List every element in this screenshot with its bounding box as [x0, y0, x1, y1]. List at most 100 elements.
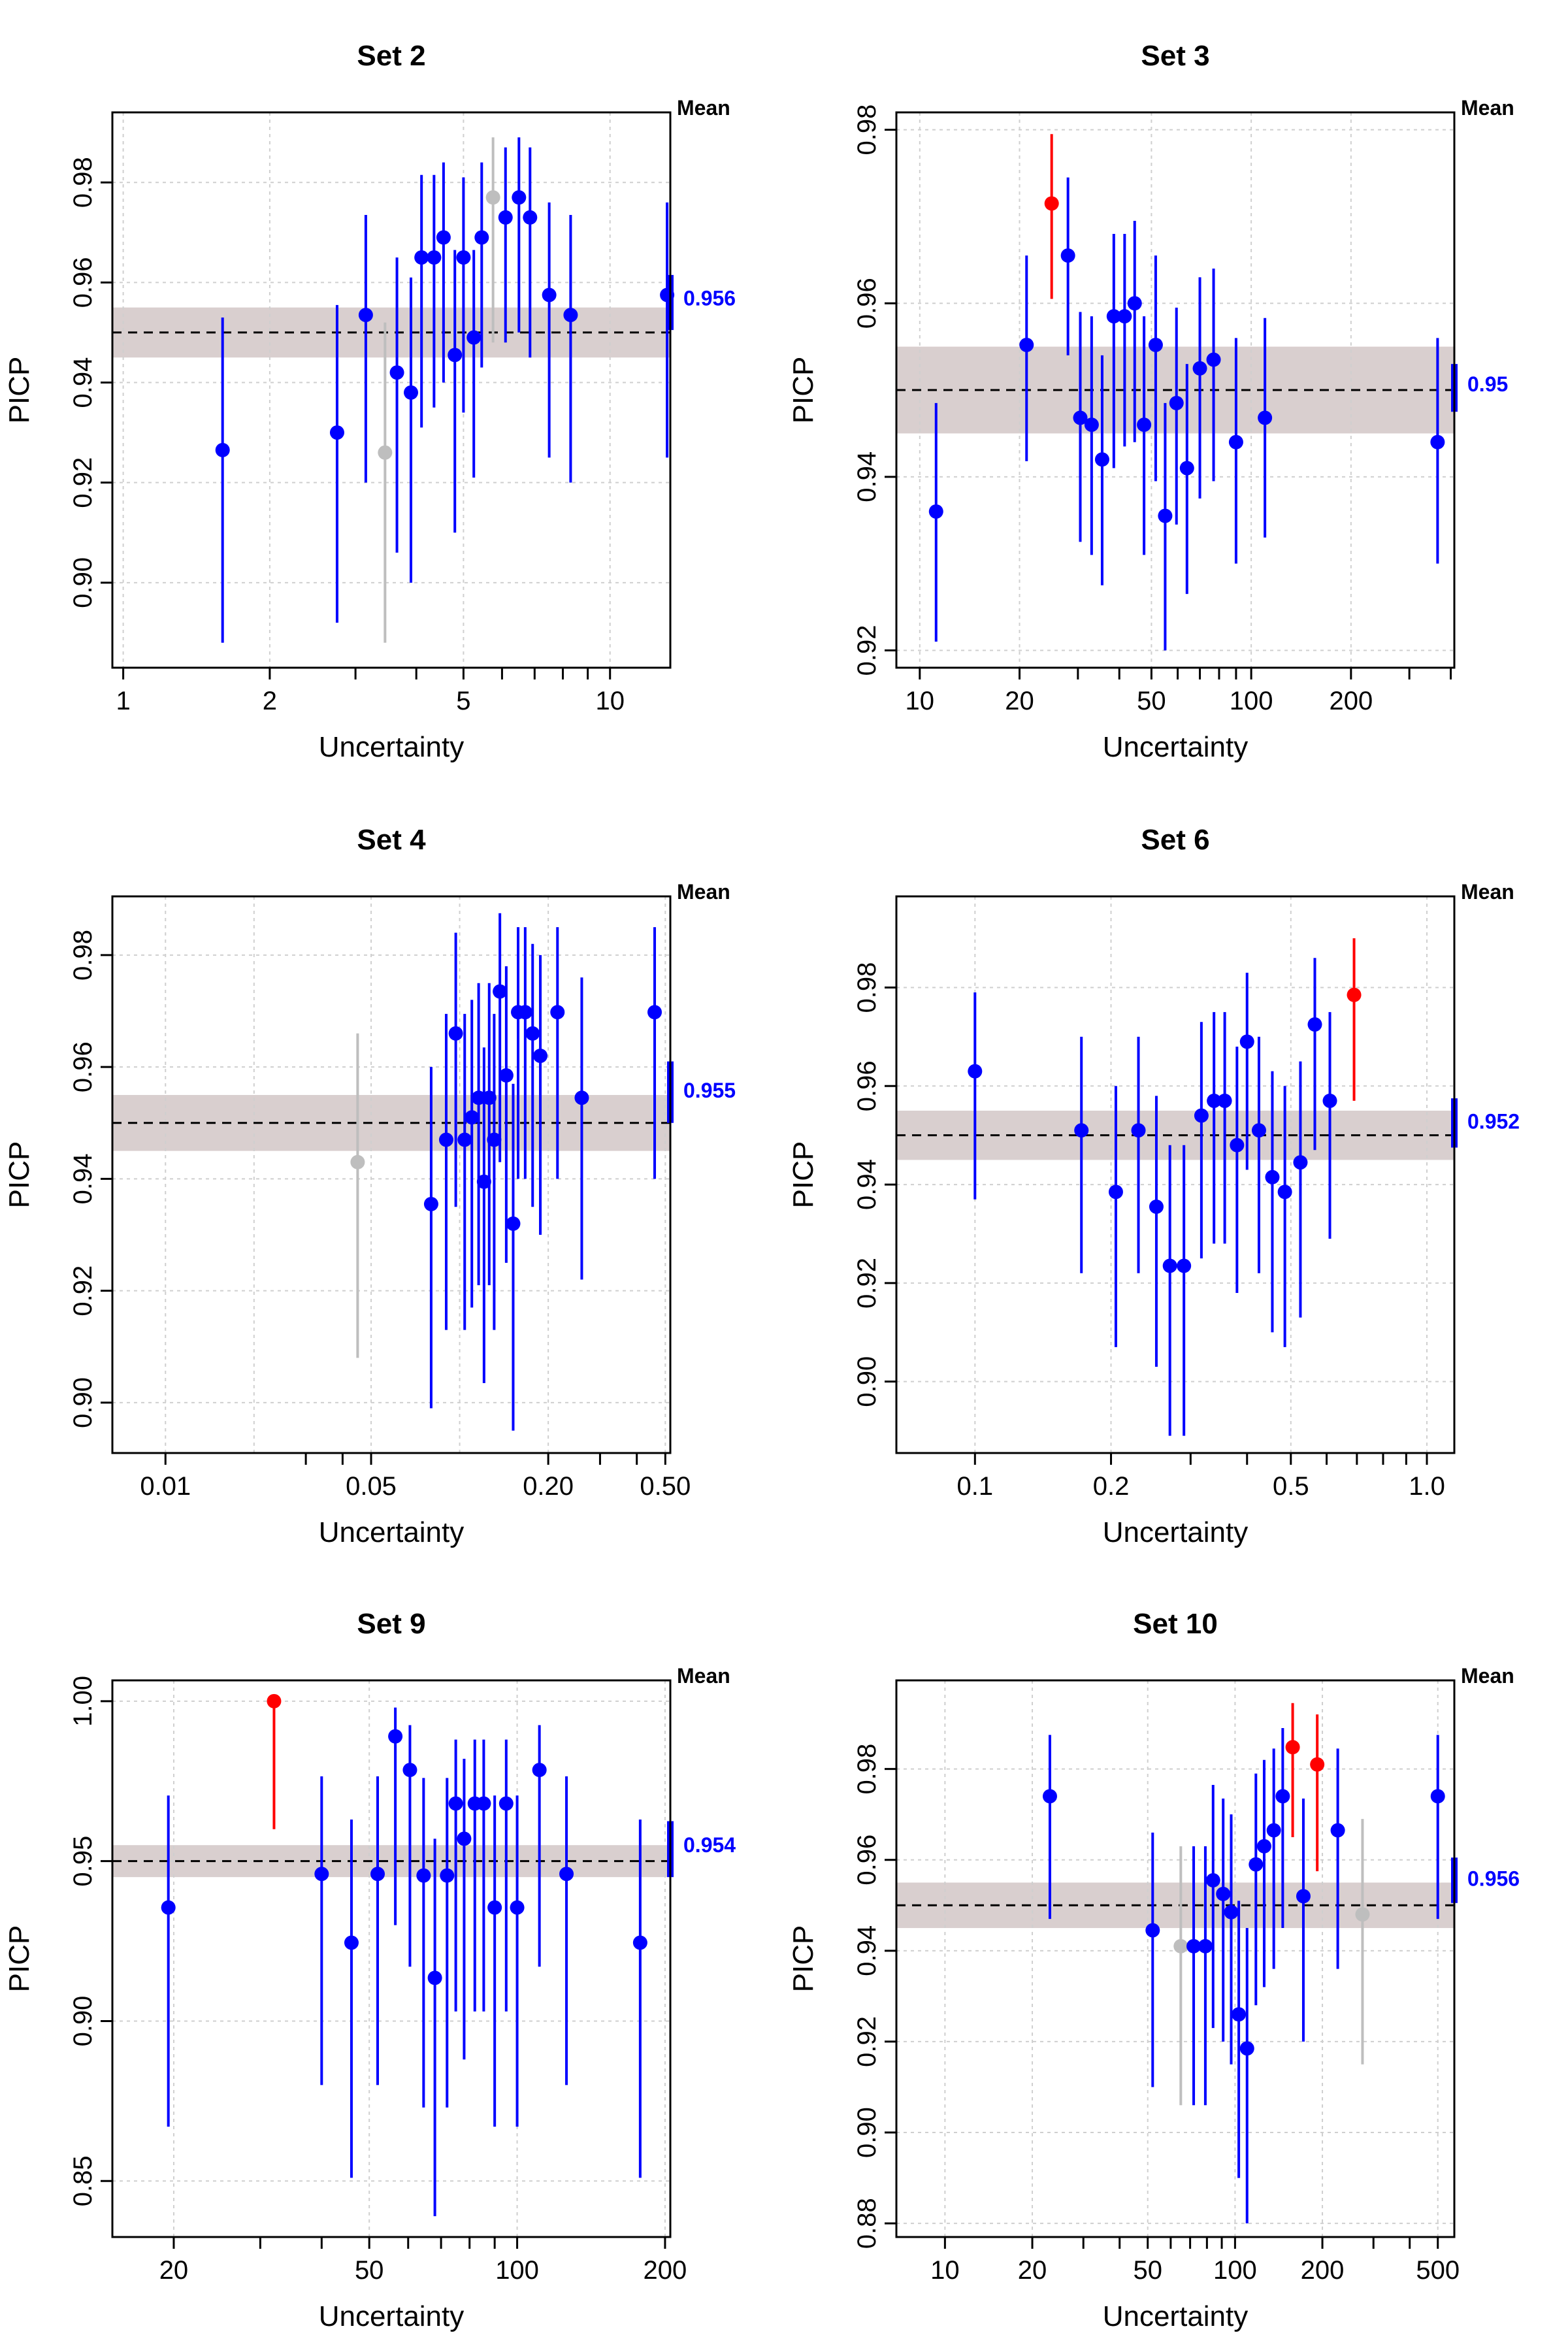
- chart-panel: 0.954 Mean 20 50 100 200 0.85 0.90 0.95 1.00 Set 9…: [3, 1608, 736, 2332]
- x-tick-label: 100: [495, 2256, 539, 2285]
- data-point: [559, 1867, 574, 1882]
- mean-header: Mean: [1461, 96, 1514, 120]
- data-point: [523, 210, 538, 225]
- data-point: [1192, 361, 1207, 376]
- data-point: [1239, 2041, 1254, 2056]
- data-point: [1145, 1923, 1160, 1938]
- data-point: [533, 1049, 548, 1064]
- data-point: [438, 1132, 453, 1147]
- mean-value-label: 0.952: [1467, 1109, 1520, 1133]
- data-point: [1296, 1889, 1311, 1904]
- data-point: [1293, 1155, 1308, 1170]
- data-point: [1217, 1093, 1232, 1108]
- data-point: [1251, 1123, 1266, 1138]
- data-point: [1137, 417, 1152, 433]
- plot-frame: [895, 111, 1456, 669]
- data-point: [267, 1693, 282, 1708]
- data-point: [647, 1005, 662, 1020]
- y-tick-label: 0.94: [69, 1153, 97, 1204]
- data-point: [1074, 1123, 1089, 1138]
- y-tick-label: 0.90: [853, 2107, 881, 2158]
- y-tick-label: 0.90: [853, 1356, 881, 1407]
- data-point: [1106, 309, 1121, 324]
- x-tick-label: 10: [906, 687, 935, 715]
- data-point: [487, 1132, 502, 1147]
- data-point: [215, 442, 230, 457]
- plot-frame: [111, 1679, 672, 2238]
- mean-header: Mean: [677, 880, 730, 904]
- y-tick-label: 0.98: [853, 962, 881, 1013]
- data-point: [1258, 410, 1273, 425]
- x-tick-label: 100: [1230, 687, 1273, 715]
- chart-title: Set 4: [357, 824, 426, 856]
- data-point: [1117, 309, 1132, 324]
- y-tick-label: 0.92: [69, 457, 97, 508]
- chart-panel: 0.95 Mean 10 20 50 100 200 0.92 0.94 0.96 0.98 Set …: [787, 40, 1514, 763]
- y-tick-label: 0.96: [69, 257, 97, 308]
- data-point: [427, 1970, 442, 1985]
- data-point: [485, 190, 500, 205]
- mean-value-label: 0.954: [683, 1833, 736, 1857]
- data-point: [1127, 296, 1142, 311]
- y-axis-label: PICP: [3, 1925, 35, 1993]
- x-tick-label: 50: [1137, 687, 1166, 715]
- y-tick-label: 0.90: [69, 1377, 97, 1428]
- data-point: [314, 1867, 329, 1882]
- data-point: [1265, 1169, 1280, 1184]
- data-point: [404, 385, 419, 400]
- data-point: [344, 1935, 359, 1950]
- chart-panel: 0.955 Mean 0.01 0.05 0.20 0.50 0.90 0.92 0.94 0.9…: [3, 824, 736, 1548]
- x-tick-label: 0.20: [523, 1472, 574, 1501]
- data-point: [471, 1090, 486, 1105]
- data-point: [1239, 1034, 1254, 1049]
- chart-title: Set 6: [1141, 824, 1209, 856]
- data-point: [1198, 1938, 1213, 1953]
- mean-value-label: 0.956: [1467, 1867, 1520, 1890]
- x-tick-label: 20: [1018, 2256, 1047, 2285]
- y-tick-label: 0.95: [69, 1836, 97, 1887]
- data-point: [1285, 1740, 1300, 1755]
- y-tick-label: 0.96: [853, 278, 881, 329]
- data-point: [525, 1026, 540, 1041]
- x-tick-label: 0.1: [957, 1472, 994, 1501]
- mean-header: Mean: [677, 96, 730, 120]
- x-tick-label: 100: [1213, 2256, 1257, 2285]
- data-point: [1094, 452, 1109, 467]
- x-axis-label: Uncertainty: [319, 1516, 465, 1548]
- data-point: [1230, 1137, 1245, 1152]
- data-point: [506, 1216, 521, 1231]
- data-point: [1330, 1823, 1345, 1838]
- y-tick-label: 0.90: [69, 1996, 97, 2047]
- data-point: [487, 1900, 502, 1915]
- x-tick-label: 5: [456, 687, 470, 715]
- x-tick-label: 1: [116, 687, 130, 715]
- data-point: [414, 250, 429, 265]
- nominal-band: [112, 1845, 670, 1878]
- data-point: [1216, 1886, 1231, 1901]
- x-tick-label: 10: [595, 687, 625, 715]
- data-point: [1179, 461, 1194, 476]
- data-point: [1149, 1200, 1164, 1215]
- data-point: [448, 1796, 463, 1811]
- data-point: [1430, 1789, 1445, 1804]
- mean-value-label: 0.956: [683, 287, 736, 310]
- data-point: [1355, 1907, 1370, 1922]
- x-tick-label: 1.0: [1409, 1472, 1445, 1501]
- data-point: [1249, 1857, 1264, 1872]
- data-point: [498, 210, 513, 225]
- data-point: [1108, 1184, 1123, 1200]
- data-point: [1430, 434, 1445, 449]
- data-point: [512, 190, 527, 205]
- y-tick-label: 0.94: [853, 451, 881, 502]
- data-point: [423, 1196, 438, 1211]
- x-tick-label: 2: [263, 687, 277, 715]
- data-point: [350, 1154, 365, 1169]
- chart-title: Set 10: [1133, 1608, 1218, 1640]
- chart-title: Set 2: [357, 40, 425, 72]
- data-point: [476, 1174, 491, 1189]
- y-tick-label: 0.90: [69, 557, 97, 608]
- data-point: [498, 1068, 514, 1083]
- x-tick-label: 0.5: [1273, 1472, 1309, 1501]
- x-tick-label: 20: [159, 2256, 189, 2285]
- x-tick-label: 10: [930, 2256, 960, 2285]
